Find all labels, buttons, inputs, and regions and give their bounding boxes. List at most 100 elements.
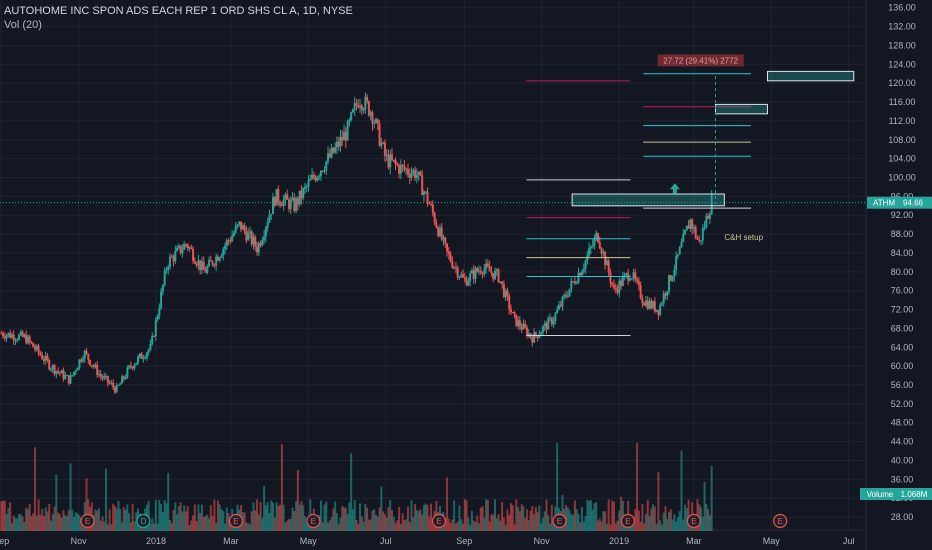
volume-bar [469,524,472,531]
candle [10,332,13,339]
candle-body [668,275,671,292]
candle-body [80,359,83,362]
candle-body [53,365,56,374]
volume-bar [618,510,621,531]
candle-body [151,335,154,344]
candle [46,353,49,363]
candle [406,163,409,178]
candle [664,291,667,300]
candle-body [284,194,287,200]
volume-bar [456,521,459,531]
candle-body [298,190,301,205]
candle-body [382,142,385,144]
volume-bar [32,513,35,531]
volume-bar [428,516,431,531]
y-tick-label: 88.00 [891,229,914,239]
volume-bar [376,516,379,531]
candle [422,189,425,202]
volume-bar [593,503,596,531]
candle [417,171,420,181]
volume-bar [501,502,504,531]
candle [676,254,679,259]
volume-bar [612,501,615,531]
volume-bar [80,518,83,531]
volume-bar [478,523,481,531]
candle-body [694,227,697,238]
volume-bar [552,521,555,531]
volume-bar [128,513,131,531]
candle-body [35,345,38,350]
candle-body [289,200,292,209]
volume-bar [76,513,79,531]
candle-body [540,332,543,335]
candle-body [279,202,282,205]
candle [62,367,65,382]
candle-body [209,259,212,262]
y-tick-label: 76.00 [891,286,914,296]
earnings-marker-label: E [557,517,562,526]
candle [234,221,237,235]
volume-bar [303,516,306,531]
candle [696,235,699,241]
candle-body [293,197,296,211]
candle-body [113,387,116,393]
candle-body [533,332,536,343]
candle [346,119,349,141]
volume-bar [26,508,29,531]
candle-body [81,358,84,362]
volume-bar [200,504,203,531]
candle [573,276,576,286]
volume-bar [57,512,60,531]
candle-body [305,186,308,188]
candle [89,359,92,367]
candle-body [153,335,156,337]
volume-bar [369,519,372,531]
dividend-marker-label: D [140,517,146,526]
candle-body [511,312,514,314]
candle-body [176,247,179,252]
candle-body [206,266,209,273]
volume-bar [682,519,685,531]
candle-body [506,290,509,297]
volume-bar [3,500,6,531]
candle-body [174,251,177,262]
candle-body [598,241,601,249]
candle [195,261,198,268]
candle [465,275,468,287]
candle [101,374,104,382]
volume-bar [476,515,479,531]
candle-body [335,141,338,148]
volume-bar [197,504,200,531]
candle-body [69,375,72,384]
volume-tag-value: 1.068M [901,490,928,499]
candle-body [168,256,171,267]
candle-body [160,291,163,309]
candle [540,331,543,335]
candle-body [321,170,324,172]
volume-bar [227,513,230,531]
candle-body [673,270,676,277]
volume-bar [284,522,287,531]
volume-bar [85,478,88,531]
candle-body [597,233,600,242]
candle [83,349,86,363]
candle [383,139,386,162]
volume-bar [529,510,532,531]
candle [451,256,454,269]
volume-bar [188,524,191,531]
volume-bar [103,521,106,531]
volume-bar [296,469,299,531]
candle [261,236,264,247]
volume-bar [250,511,253,531]
volume-bar [707,509,710,531]
volume-bar [479,507,482,531]
candle [215,253,218,271]
candle-body [57,370,60,373]
candle [144,355,147,360]
volume-bar [419,509,422,531]
volume-bar [449,522,452,531]
volume-bar [367,519,370,531]
volume-bar [406,506,409,531]
